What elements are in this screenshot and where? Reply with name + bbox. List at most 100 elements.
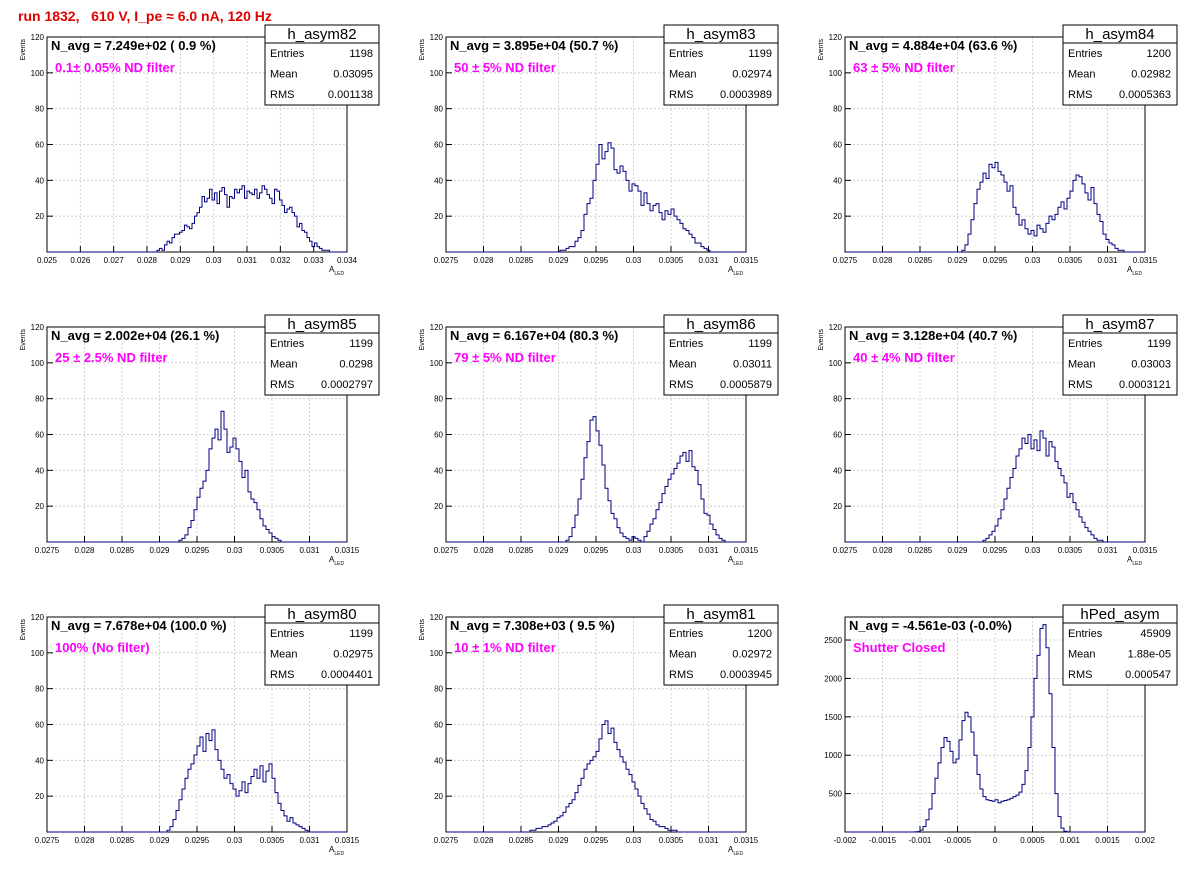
x-axis-title: ALED [728, 265, 743, 277]
stats-value: 1200 [748, 628, 772, 640]
histogram-line-h_asym86 [446, 416, 746, 543]
x-axis-title-main: A [1127, 265, 1133, 274]
stats-box [264, 604, 380, 686]
y-tick-label: 80 [35, 105, 44, 114]
stats-title: hPed_asym [1080, 606, 1159, 623]
x-axis-title: ALED [1127, 555, 1142, 567]
stats-key: Entries [270, 338, 305, 350]
stats-value: 1199 [748, 48, 772, 60]
navg-label: N_avg = 4.884e+04 (63.6 %) [849, 38, 1017, 53]
x-axis-title-main: A [329, 555, 335, 564]
stats-key: Mean [1068, 359, 1096, 371]
x-tick-label: 0.029 [548, 546, 569, 555]
stats-key: RMS [270, 89, 294, 101]
stats-box [663, 604, 779, 686]
stats-value: 0.000547 [1125, 669, 1171, 681]
stats-title: h_asym84 [1085, 26, 1154, 43]
y-tick-label: 60 [35, 721, 44, 730]
y-tick-label: 40 [434, 176, 443, 185]
histogram-panel-hPed_asym: -0.002 -0.0015 -0.001 -0.0005 0 0.0005 0.001 0.… [824, 604, 1178, 845]
x-tick-label: 0.032 [270, 256, 291, 265]
x-tick-label: 0.028 [473, 256, 494, 265]
stats-key: Mean [669, 649, 697, 661]
stats-key: Entries [1068, 628, 1103, 640]
stats-key: RMS [669, 379, 693, 391]
stats-key: Entries [1068, 48, 1103, 60]
x-axis-title-main: A [728, 265, 734, 274]
x-tick-label: 0.031 [1097, 546, 1118, 555]
y-tick-label: 2000 [824, 674, 842, 683]
x-tick-label: 0.028 [872, 256, 893, 265]
histogram-line-h_asym82 [47, 185, 347, 253]
histogram-panel-h_asym84: 0.0275 0.028 0.0285 0.029 0.0295 0.03 0.0305 0.… [818, 24, 1178, 277]
stats-value: 0.0003121 [1119, 379, 1171, 391]
y-tick-label: 20 [833, 502, 842, 511]
x-tick-label: 0.0305 [260, 836, 285, 845]
y-tick-label: 40 [833, 176, 842, 185]
y-tick-label: 80 [434, 105, 443, 114]
y-tick-label: 120 [430, 33, 444, 42]
y-tick-label: 120 [829, 323, 843, 332]
stats-value: 1199 [1147, 338, 1171, 350]
x-tick-label: 0.0305 [659, 546, 684, 555]
x-tick-label: 0.028 [473, 546, 494, 555]
x-tick-label: 0.0295 [185, 836, 210, 845]
x-axis-title-main: A [329, 265, 335, 274]
stats-value: 0.0003989 [720, 89, 772, 101]
filter-label: 63 ± 5% ND filter [853, 60, 955, 75]
x-tick-label: 0.031 [698, 836, 719, 845]
x-tick-label: -0.001 [909, 836, 932, 845]
histogram-panel-h_asym80: 0.0275 0.028 0.0285 0.029 0.0295 0.03 0.0305 0.… [20, 604, 380, 857]
x-tick-label: 0.0285 [908, 256, 933, 265]
x-tick-label: 0.0305 [260, 546, 285, 555]
y-tick-label: 100 [829, 359, 843, 368]
y-tick-label: 500 [829, 790, 843, 799]
y-axis-title: Events [20, 329, 27, 351]
x-tick-label: 0.0295 [584, 256, 609, 265]
stats-key: RMS [1068, 669, 1092, 681]
y-tick-label: 60 [35, 431, 44, 440]
x-axis-title-sub: LED [334, 271, 344, 277]
stats-value: 0.02972 [732, 649, 772, 661]
stats-box [264, 24, 380, 106]
stats-value: 0.0298 [339, 359, 373, 371]
x-tick-label: 0.0275 [434, 836, 459, 845]
x-tick-label: 0.0285 [110, 836, 135, 845]
stats-value: 0.0005363 [1119, 89, 1171, 101]
x-tick-label: 0.029 [947, 546, 968, 555]
x-tick-label: 0.03 [1025, 256, 1041, 265]
y-tick-label: 100 [31, 649, 45, 658]
navg-label: N_avg = 3.895e+04 (50.7 %) [450, 38, 618, 53]
stats-value: 0.03095 [333, 69, 373, 81]
y-axis-title: Events [818, 329, 825, 351]
x-axis-title: ALED [329, 265, 344, 277]
stats-value: 0.02982 [1131, 69, 1171, 81]
stats-value: 0.0003945 [720, 669, 772, 681]
stats-box [663, 314, 779, 396]
y-tick-label: 40 [833, 466, 842, 475]
x-tick-label: 0.0315 [734, 256, 759, 265]
y-tick-label: 20 [434, 502, 443, 511]
stats-value: 0.0002797 [321, 379, 373, 391]
x-tick-label: 0.0275 [833, 256, 858, 265]
x-tick-label: 0.031 [698, 546, 719, 555]
navg-label: N_avg = 2.002e+04 (26.1 %) [51, 328, 219, 343]
stats-value: 0.02975 [333, 649, 373, 661]
x-tick-label: 0.0315 [734, 546, 759, 555]
y-tick-label: 80 [833, 395, 842, 404]
y-axis-title: Events [419, 619, 426, 641]
x-tick-label: 0.029 [548, 836, 569, 845]
y-axis-title: Events [419, 329, 426, 351]
x-tick-label: 0.026 [70, 256, 91, 265]
x-axis-title: ALED [329, 845, 344, 857]
x-tick-label: 0.0315 [1133, 256, 1158, 265]
x-tick-label: 0.031 [237, 256, 258, 265]
x-tick-label: 0.03 [626, 546, 642, 555]
x-axis-title-main: A [728, 555, 734, 564]
x-axis-title: ALED [728, 555, 743, 567]
x-tick-label: 0.027 [104, 256, 125, 265]
histogram-panel-h_asym86: 0.0275 0.028 0.0285 0.029 0.0295 0.03 0.0305 0.… [419, 314, 779, 567]
stats-key: Mean [669, 359, 697, 371]
x-tick-label: 0.0285 [509, 836, 534, 845]
x-tick-label: 0.0015 [1095, 836, 1120, 845]
